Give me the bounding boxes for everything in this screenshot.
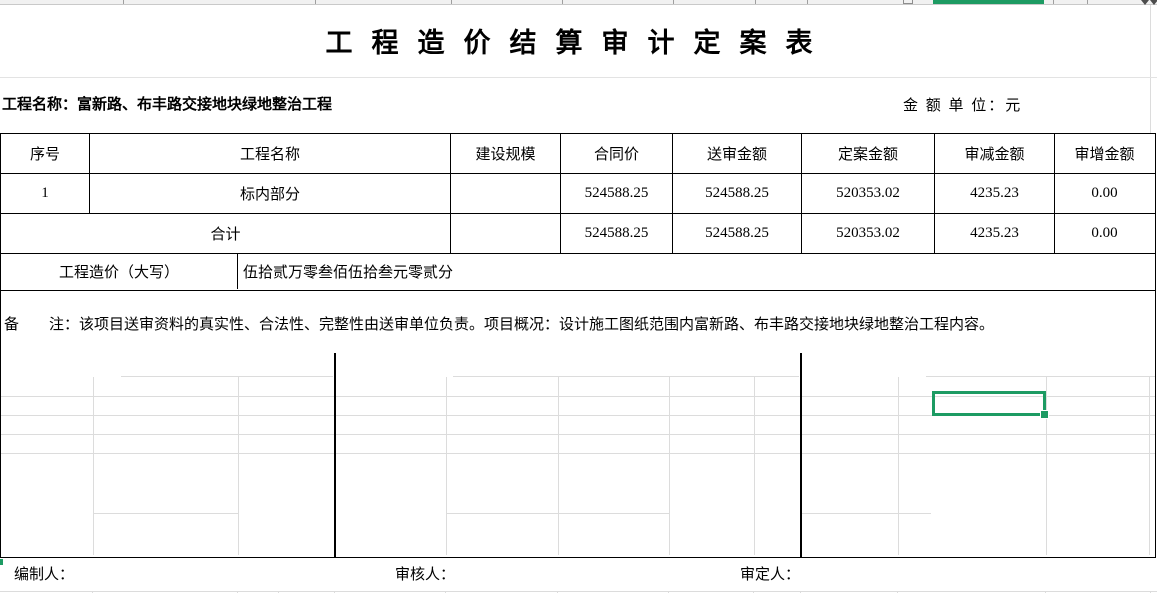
sheet-gridline [0,591,1157,592]
section-divider [800,353,802,558]
selected-cell[interactable] [932,391,1049,419]
sheet-gridline [92,591,93,593]
cell-scale[interactable] [451,174,561,213]
project-name-label: 工程名称：富新路、布丰路交接地块绿地整治工程 [2,97,333,113]
preparer-label: 编制人： [14,567,75,583]
sheet-gridline [926,376,1155,377]
cell-seq[interactable]: 1 [1,174,90,213]
reviewer-label: 审核人： [395,567,456,583]
sheet-gridline [669,377,670,555]
sheet-gridline [898,377,899,555]
sheet-gridline [801,513,931,514]
sheet-gridline [446,377,447,555]
sheet-gridline [93,513,238,514]
total-row: 合计 524588.25 524588.25 520353.02 4235.23… [1,214,1155,254]
sheet-gridline [557,591,558,593]
column-boundary-tick [451,0,452,4]
column-boundary-tick [562,0,563,4]
column-boundary-tick [123,0,124,4]
column-boundary-tick [315,0,316,4]
column-boundary-tick [755,0,756,4]
header-cell-contract[interactable]: 合同价 [561,134,673,173]
sheet-gridline [558,377,559,555]
table-header-row: 序号 工程名称 建设规模 合同价 送审金额 定案金额 审减金额 审增金额 [1,134,1155,174]
cell-contract[interactable]: 524588.25 [561,174,673,213]
header-cell-increased[interactable]: 审增金额 [1074,147,1135,163]
cell-finalized[interactable]: 520353.02 [802,174,935,213]
row-highlight-fragment [0,559,3,565]
total-reduced[interactable]: 4235.23 [935,214,1055,253]
sheet-gridline [1046,377,1047,555]
remark-text: 注：该项目送审资料的真实性、合法性、完整性由送审单位负责。项目概况：设计施工图纸… [49,317,995,333]
fill-handle[interactable] [1040,410,1049,419]
sheet-gridline [1149,377,1150,555]
sheet-gridline [238,377,239,555]
total-submitted[interactable]: 524588.25 [673,214,802,253]
header-cell-scale[interactable]: 建设规模 [451,134,561,173]
sheet-gridline [1045,591,1046,593]
remark-row[interactable]: 备 注：该项目送审资料的真实性、合法性、完整性由送审单位负责。项目概况：设计施工… [0,291,1156,353]
total-label-cell[interactable]: 合计 [1,214,451,253]
column-boundary-tick [673,0,674,4]
sheet-gridline [800,591,801,593]
total-scale-cell[interactable] [451,214,561,253]
cell-submitted[interactable]: 524588.25 [673,174,802,213]
sheet-gridline [754,377,755,555]
header-cell-submitted[interactable]: 送审金额 [673,134,802,173]
column-boundary-tick [1053,0,1054,4]
sheet-gridline [1,453,1155,454]
sheet-gridline [93,377,94,555]
sheet-gridline [453,376,799,377]
cell-reduced[interactable]: 4235.23 [935,174,1055,213]
sheet-gridline [897,591,898,593]
table-row: 1 标内部分 524588.25 524588.25 520353.02 423… [1,174,1155,214]
cell-project-name[interactable]: 标内部分 [90,174,451,213]
sheet-gridline [668,591,669,593]
sheet-gridline [1,434,1155,435]
sheet-gridline [753,591,754,593]
header-cell-reduced[interactable]: 审减金额 [935,134,1055,173]
header-cell-finalized[interactable]: 定案金额 [802,134,935,173]
total-contract[interactable]: 524588.25 [561,214,673,253]
settlement-table: 序号 工程名称 建设规模 合同价 送审金额 定案金额 审减金额 审增金额 1 标… [0,133,1156,291]
sheet-gridline [278,591,279,593]
amount-words-label[interactable]: 工程造价（大写） [1,254,238,289]
corner-arrow-icon [1141,0,1149,5]
total-finalized[interactable]: 520353.02 [802,214,935,253]
selected-column-highlight [933,0,1044,4]
total-increased[interactable]: 0.00 [1091,225,1118,241]
sheet-gridline [237,591,238,593]
amount-unit-label: 金 额 单 位：元 [903,98,1023,114]
sheet-gridline [1,396,1155,397]
sheet-gridline [0,77,1157,78]
cell-increased[interactable]: 0.00 [1091,185,1118,201]
sheet-gridline [121,376,333,377]
sheet-gridline [445,591,446,593]
mini-cell-icon [903,0,913,4]
header-cell-project[interactable]: 工程名称 [90,134,451,173]
sheet-gridline [1150,591,1151,593]
header-cell-seq[interactable]: 序号 [1,134,90,173]
section-divider [334,353,336,558]
amount-words-row: 工程造价（大写） 伍拾贰万零叁佰伍拾叁元零贰分 [1,254,1155,289]
corner-arrow-icon [1150,0,1157,5]
footer-sign-row: 编制人： 审核人： 审定人： [0,558,1157,593]
sheet-gridline [1,415,1155,416]
sheet-gridline [446,513,669,514]
sheet-gridline [1150,5,1151,133]
document-title: 工程造价结算审计定案表 [325,28,832,58]
amount-words-value[interactable]: 伍拾贰万零叁佰伍拾叁元零贰分 [243,265,454,281]
remark-label: 备 [4,317,20,333]
column-boundary-tick [807,0,808,4]
opinion-sections: 建设单位意见： 负责人签字： （盖章） 年 月 日 施工单位意见： 负责人签字：… [0,353,1156,558]
approver-label: 审定人： [740,567,801,583]
header-strip [0,0,1157,5]
column-boundary-tick [1087,0,1088,4]
sheet-gridline [334,591,335,593]
